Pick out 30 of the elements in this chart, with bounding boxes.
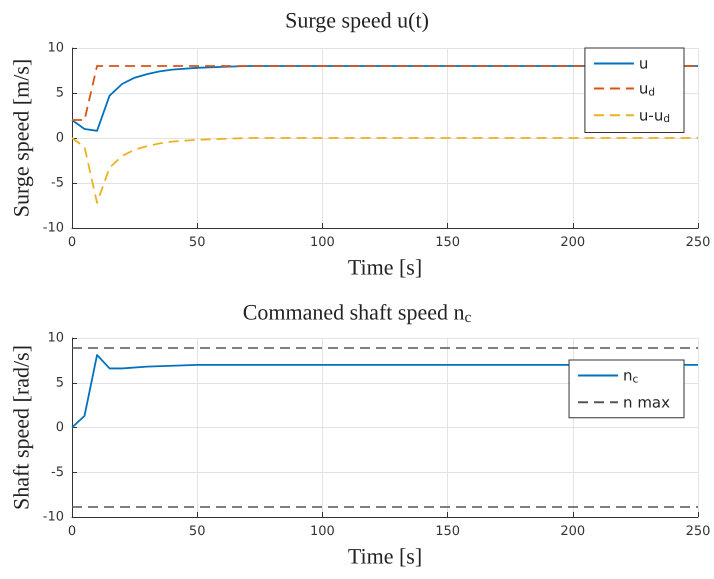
x-tick-label: 100 (310, 235, 335, 250)
x-tick-label: 100 (310, 524, 335, 539)
x-axis-title: Time [s] (348, 254, 422, 280)
x-tick-label: 50 (188, 524, 206, 539)
x-tick-label: 0 (68, 235, 76, 250)
y-tick-label: -10 (42, 510, 64, 524)
x-tick-label: 150 (435, 524, 460, 539)
y-tick-label: 5 (56, 375, 64, 390)
y-tick-label: 10 (47, 40, 64, 56)
legend-label: n max (623, 393, 670, 412)
line-series (71, 137, 699, 204)
x-tick-label: 250 (686, 524, 710, 539)
y-tick-label: -10 (42, 220, 64, 236)
y-tick-label: -5 (51, 176, 64, 190)
chart-title: Surge speed u(t) (285, 8, 429, 32)
y-tick-label: 5 (56, 86, 64, 100)
legend-label: u (638, 54, 648, 72)
y-axis-title: Shaft speed [rad/s] (8, 345, 34, 510)
y-tick-label: -5 (51, 464, 64, 480)
x-tick-label: 50 (188, 235, 206, 250)
x-axis-title: Time [s] (348, 544, 422, 568)
x-tick-label: 150 (435, 235, 460, 250)
x-tick-label: 0 (68, 524, 76, 539)
x-tick-label: 250 (686, 235, 710, 250)
y-tick-label: 0 (56, 420, 64, 435)
y-tick-label: 0 (56, 130, 64, 146)
y-axis-title: Surge speed [m/s] (8, 58, 34, 218)
x-tick-label: 200 (560, 235, 586, 250)
x-tick-label: 200 (560, 524, 586, 539)
y-tick-label: 10 (47, 330, 64, 346)
